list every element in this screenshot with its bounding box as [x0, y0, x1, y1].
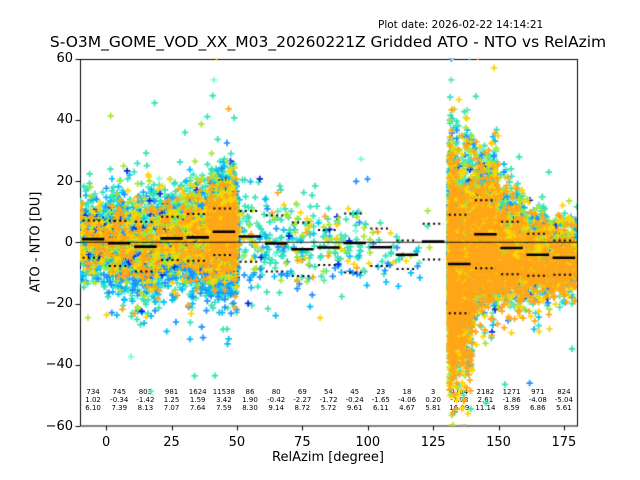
scatter-plot-canvas [0, 0, 640, 480]
figure: 7341.026.10745-0.347.39803-1.428.139811.… [0, 0, 640, 480]
